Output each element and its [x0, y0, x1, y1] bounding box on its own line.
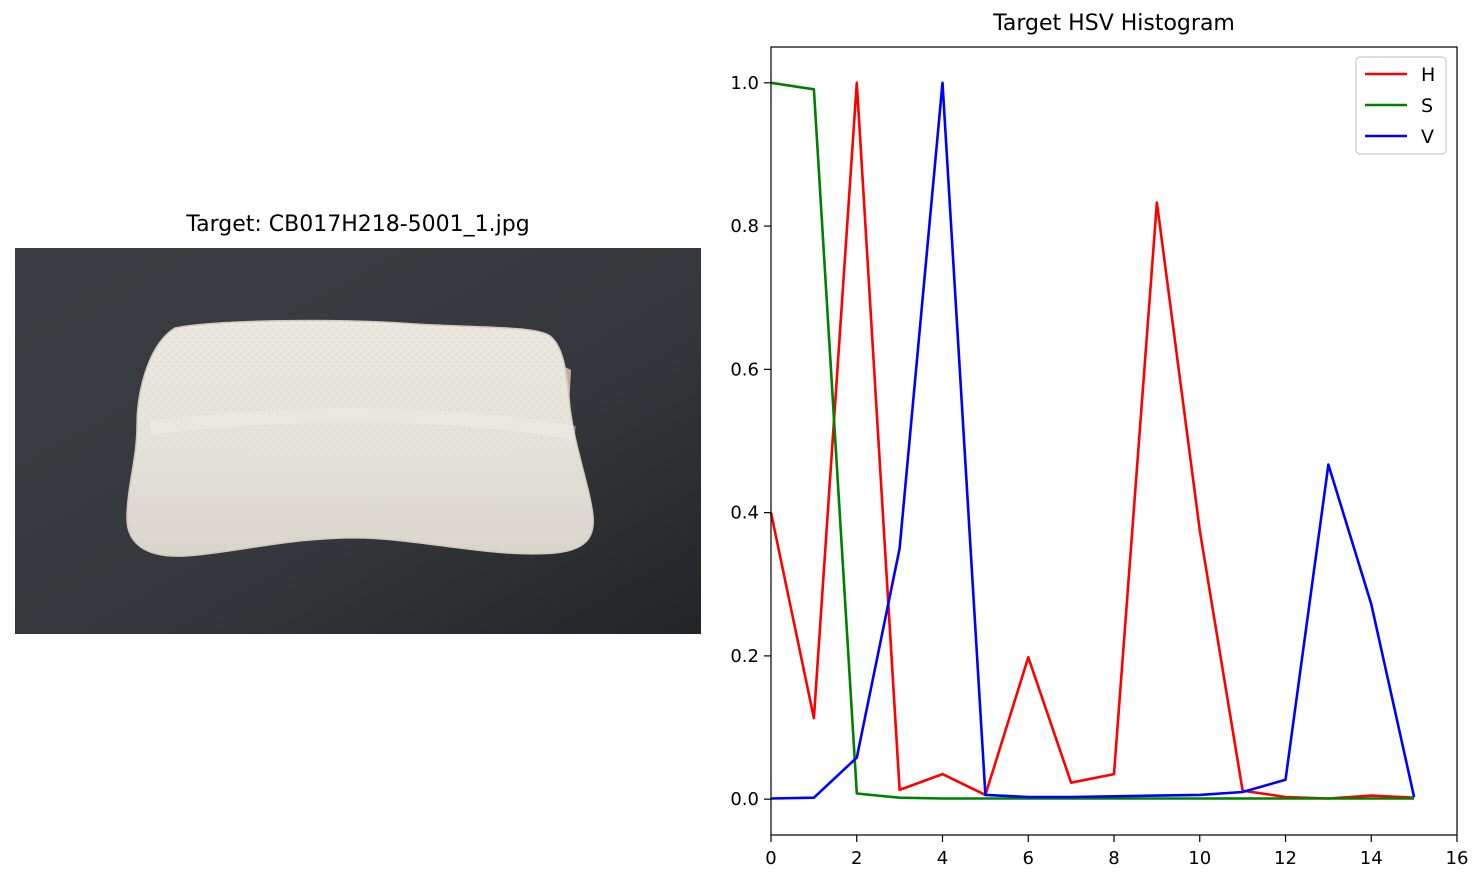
x-tick-label: 12: [1274, 848, 1297, 869]
x-tick-label: 0: [765, 848, 776, 869]
y-tick-label: 1.0: [730, 73, 759, 94]
plot-frame: [770, 46, 1458, 836]
x-tick-label: 4: [937, 848, 948, 869]
series-line-s: [770, 81, 1415, 800]
x-tick-label: 16: [1446, 848, 1469, 869]
legend-label-v: V: [1421, 126, 1434, 148]
y-tick-label: 0.8: [730, 216, 759, 237]
chart-title: Target HSV Histogram: [993, 11, 1235, 36]
x-tick-label: 14: [1360, 848, 1383, 869]
x-tick-label: 2: [851, 848, 862, 869]
pillow-photo: [15, 248, 701, 634]
y-tick-label: 0.0: [730, 789, 759, 810]
x-tick-label: 6: [1023, 848, 1034, 869]
y-tick-label: 0.2: [730, 646, 759, 667]
x-tick-label: 8: [1108, 848, 1119, 869]
legend-label-s: S: [1421, 95, 1433, 117]
y-tick-label: 0.6: [730, 359, 759, 380]
image-title: Target: CB017H218-5001_1.jpg: [186, 212, 530, 237]
y-tick-label: 0.4: [730, 503, 759, 524]
series-line-h: [769, 81, 1415, 800]
x-tick-label: 10: [1188, 848, 1211, 869]
series-line-v: [770, 81, 1416, 800]
legend-label-h: H: [1421, 64, 1435, 86]
